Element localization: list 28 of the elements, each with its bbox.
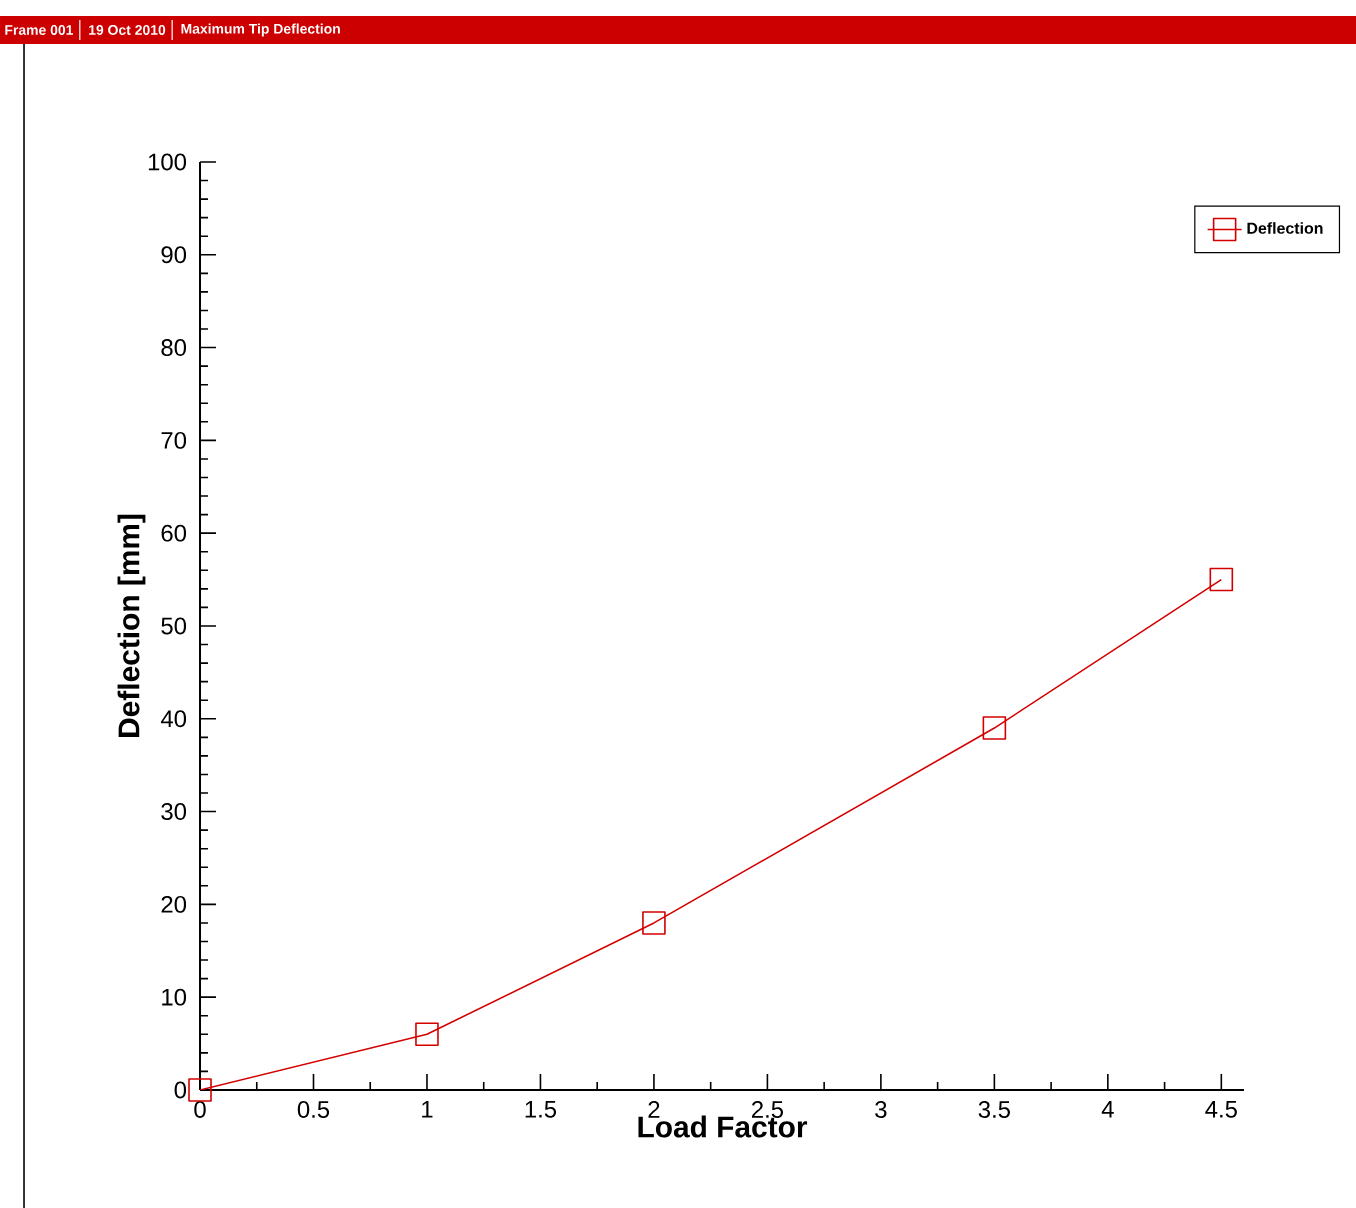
x-tick-label: 2.5 [751,1101,784,1118]
y-tick-label: 100 [148,153,187,171]
y-tick-label: 60 [161,524,187,542]
y-tick-label: 0 [174,1081,187,1099]
y-tick-label: 50 [161,617,187,635]
point [415,1022,439,1047]
x-tick-label: 4 [1101,1101,1114,1118]
y-tick-label: 70 [161,431,187,449]
y-tick-label: 20 [161,895,187,913]
y-tick-label: 10 [162,988,187,1006]
x-tick-label: 0.5 [297,1101,330,1118]
x-tick-label: 3.5 [978,1101,1010,1118]
x-axis-title: Load Factor [638,1115,808,1138]
point [642,911,666,935]
y-tick-label: 80 [161,339,187,357]
y-axis-title: Deflection [mm] [117,514,146,737]
x-tick-label: 2 [648,1101,660,1118]
y-tick-label: 90 [161,246,187,264]
point [982,716,1007,740]
point [1209,567,1234,592]
x-tick-label: 3 [875,1101,887,1118]
x-tick-label: 1 [422,1101,433,1118]
point [188,1078,212,1102]
x-tick-label: 0 [194,1101,206,1118]
x-tick-label: 1.5 [525,1101,557,1118]
y-tick-label: 30 [161,803,187,821]
y-tick-label: 40 [160,710,187,728]
x-tick-label: 4.5 [1205,1101,1237,1118]
